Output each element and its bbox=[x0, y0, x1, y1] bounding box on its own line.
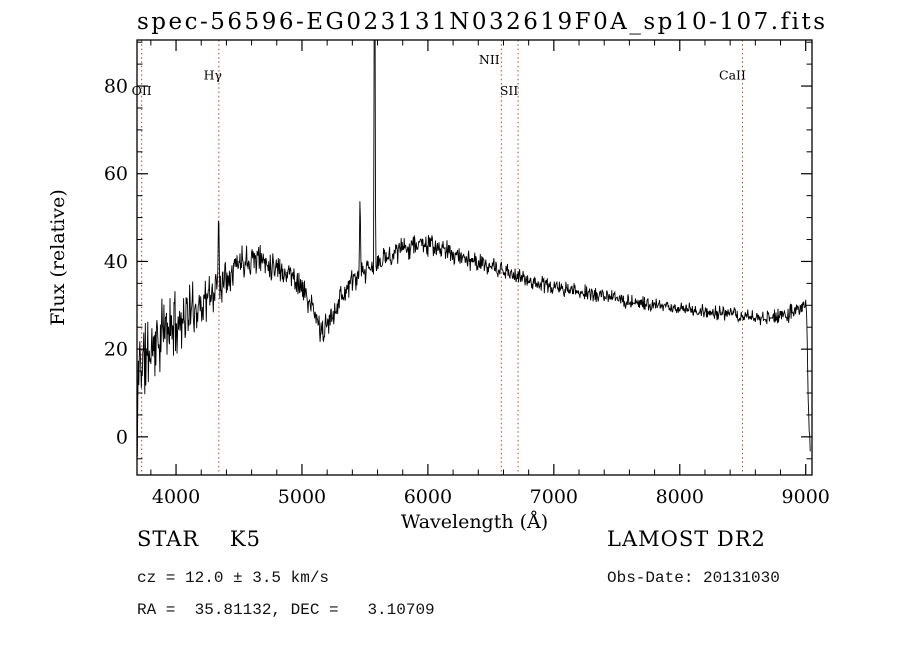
y-tick-label: 60 bbox=[104, 163, 128, 185]
x-axis-label: Wavelength (Å) bbox=[401, 511, 548, 533]
spectral-line-label-OII: OII bbox=[132, 83, 152, 98]
spectral-line-label-NII: NII bbox=[479, 52, 500, 67]
figure-title: spec-56596-EG023131N032619F0A_sp10-107.f… bbox=[137, 9, 828, 35]
y-tick-label: 40 bbox=[104, 251, 128, 273]
x-tick-label: 6000 bbox=[404, 486, 452, 508]
axis-box bbox=[136, 39, 813, 476]
x-tick-label: 9000 bbox=[782, 486, 830, 508]
x-tick-label: 8000 bbox=[656, 486, 704, 508]
cz-value: cz = 12.0 ± 3.5 km/s bbox=[137, 569, 330, 587]
spectral-line-label-SII: SII bbox=[500, 83, 519, 98]
spectral-line-markers: OII Hγ NII SII CaII bbox=[132, 40, 746, 475]
axes: 4000 5000 6000 7000 8000 9000 0 20 40 60 80 Wavelen… bbox=[47, 39, 830, 533]
survey-label: LAMOST DR2 bbox=[607, 527, 766, 551]
spectrum-path bbox=[137, 40, 811, 457]
spectral-line-label-Hγ: Hγ bbox=[204, 67, 222, 82]
y-tick-label: 0 bbox=[116, 426, 128, 448]
coordinates-value: RA = 35.81132, DEC = 3.10709 bbox=[137, 601, 435, 619]
x-tick-label: 5000 bbox=[278, 486, 326, 508]
spectral-line-label-CaII: CaII bbox=[719, 67, 746, 82]
y-tick-label: 20 bbox=[104, 339, 128, 361]
y-tick-label: 80 bbox=[104, 76, 128, 98]
y-axis-label: Flux (relative) bbox=[47, 189, 69, 326]
x-tick-label: 4000 bbox=[152, 486, 200, 508]
obs-date-value: Obs-Date: 20131030 bbox=[607, 569, 780, 587]
object-class-label: STAR K5 bbox=[137, 527, 261, 551]
x-tick-label: 7000 bbox=[530, 486, 578, 508]
spectrum-trace bbox=[137, 40, 811, 457]
